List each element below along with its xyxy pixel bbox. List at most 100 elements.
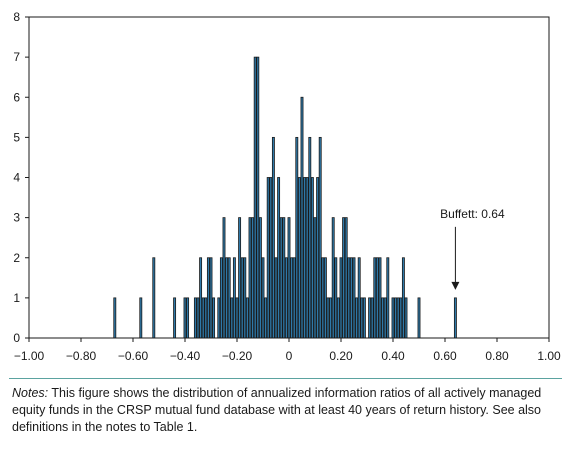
- histogram-bar: [212, 297, 216, 339]
- histogram-bar: [235, 297, 239, 339]
- y-tick-label: 4: [13, 171, 20, 185]
- histogram-bar: [284, 257, 288, 339]
- histogram-bar: [391, 297, 395, 339]
- histogram-bar: [399, 297, 403, 339]
- histogram-bar: [339, 257, 343, 339]
- notes-divider: [9, 378, 562, 379]
- histogram-bar: [295, 136, 299, 339]
- y-tick-label: 0: [13, 331, 20, 345]
- buffett-label: Buffett: 0.64: [440, 207, 505, 221]
- y-tick-label: 2: [13, 251, 20, 265]
- histogram-bars: [113, 56, 457, 339]
- figure-notes: Notes: This figure shows the distributio…: [12, 385, 565, 436]
- histogram-bar: [297, 177, 301, 339]
- y-tick-label: 1: [13, 291, 20, 305]
- histogram-bar: [323, 257, 327, 339]
- histogram-bar: [264, 297, 268, 339]
- histogram-bar: [360, 297, 364, 339]
- histogram-bar: [186, 297, 190, 339]
- x-tick-label: −0.20: [222, 349, 253, 363]
- histogram-bar: [331, 217, 335, 339]
- histogram-bar: [253, 56, 257, 339]
- histogram-bar: [219, 257, 223, 339]
- histogram-bar: [183, 297, 187, 339]
- histogram-bar: [269, 177, 273, 339]
- histogram-bar: [204, 297, 208, 339]
- histogram-bar: [113, 297, 117, 339]
- x-tick-label: 0: [286, 349, 293, 363]
- histogram-bar: [277, 177, 281, 339]
- histogram-bar: [243, 257, 247, 339]
- histogram-bar: [334, 257, 338, 339]
- histogram-bar: [240, 257, 244, 339]
- histogram-bar: [152, 257, 156, 339]
- histogram-bar: [383, 297, 387, 339]
- histogram-bar: [261, 257, 265, 339]
- plot-frame: [28, 16, 550, 339]
- histogram-bar: [310, 177, 314, 339]
- histogram-bar: [230, 297, 234, 339]
- y-tick-label: 6: [13, 90, 20, 104]
- y-tick-label: 7: [13, 50, 20, 64]
- histogram-bar: [417, 297, 421, 339]
- histogram-bar: [347, 257, 351, 339]
- histogram-bar: [386, 257, 390, 339]
- x-tick-label: 0.20: [329, 349, 353, 363]
- histogram-bar: [251, 217, 255, 339]
- y-tick-label: 8: [13, 10, 20, 24]
- histogram-bar: [305, 177, 309, 339]
- histogram-bar: [199, 257, 203, 339]
- histogram-bar: [282, 217, 286, 339]
- y-tick-label: 5: [13, 130, 20, 144]
- x-tick-label: 0.60: [433, 349, 457, 363]
- histogram-bar: [292, 257, 296, 339]
- histogram-bar: [258, 217, 262, 339]
- x-tick-label: 0.80: [485, 349, 509, 363]
- histogram-bar: [248, 217, 252, 339]
- histogram-bar: [308, 136, 312, 339]
- y-tick-label: 3: [13, 211, 20, 225]
- histogram-bar: [303, 177, 307, 339]
- histogram-bar: [329, 297, 333, 339]
- x-tick-label: −0.40: [170, 349, 201, 363]
- histogram-bar: [300, 96, 304, 339]
- histogram-bar: [225, 257, 229, 339]
- histogram-bar: [373, 257, 377, 339]
- histogram-bar: [206, 257, 210, 339]
- histogram-bar: [326, 297, 330, 339]
- histogram-bar: [321, 257, 325, 339]
- histogram-bar: [349, 257, 353, 339]
- histogram-bar: [336, 297, 340, 339]
- buffett-annotation: Buffett: 0.64: [440, 207, 505, 290]
- histogram-bar: [396, 297, 400, 339]
- histogram-bar: [378, 257, 382, 339]
- x-tick-label: −0.80: [66, 349, 97, 363]
- histogram-chart: 0 1 2 3 4 5 6 7 8 −1.00 −0.80 −0.60 −0.40 −0.20 0 0.20…: [13, 10, 561, 363]
- x-axis-ticks: −1.00 −0.80 −0.60 −0.40 −0.20 0 0.20 0.40 0.60 0.…: [14, 338, 561, 363]
- histogram-bar: [344, 217, 348, 339]
- histogram-bar: [352, 257, 356, 339]
- histogram-bar: [318, 136, 322, 339]
- histogram-bar: [342, 217, 346, 339]
- histogram-bar: [266, 177, 270, 339]
- histogram-bar: [227, 257, 231, 339]
- annotation-arrowhead: [451, 281, 460, 290]
- histogram-bar: [368, 297, 372, 339]
- histogram-bar: [313, 217, 317, 339]
- histogram-bar: [238, 217, 242, 339]
- histogram-bar: [173, 297, 177, 339]
- histogram-bar: [196, 297, 200, 339]
- histogram-bar: [232, 257, 236, 339]
- histogram-bar: [222, 217, 226, 339]
- histogram-bar: [271, 136, 275, 339]
- histogram-bar: [209, 257, 213, 339]
- x-tick-label: 0.40: [381, 349, 405, 363]
- histogram-bar: [404, 297, 408, 339]
- histogram-bar: [256, 56, 260, 339]
- histogram-bar: [362, 297, 366, 339]
- histogram-bar: [357, 257, 361, 339]
- histogram-bar: [193, 297, 197, 339]
- histogram-bar: [381, 297, 385, 339]
- x-tick-label: 1.00: [537, 349, 561, 363]
- histogram-bar: [370, 297, 374, 339]
